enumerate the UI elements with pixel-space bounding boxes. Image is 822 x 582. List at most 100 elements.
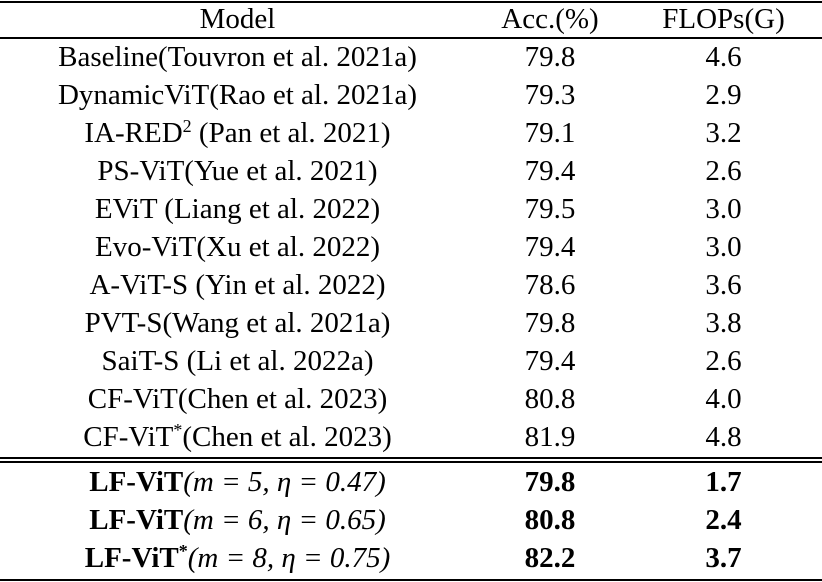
table-cell: 3.2: [625, 114, 822, 152]
model-name: Evo-ViT(Xu et al. 2022): [95, 231, 380, 263]
model-superscript: *: [173, 420, 183, 440]
table-cell: 79.4: [475, 342, 625, 380]
table-cell: Evo-ViT(Xu et al. 2022): [0, 228, 475, 266]
table-cell: SaiT-S (Li et al. 2022a): [0, 342, 475, 380]
accuracy: 79.3: [524, 79, 576, 111]
table-cell: 79.5: [475, 190, 625, 228]
table-cell: 79.8: [475, 38, 625, 76]
accuracy: 81.9: [524, 421, 576, 453]
model-name: Baseline(Touvron et al. 2021a): [58, 41, 417, 73]
model-name: CF-ViT(Chen et al. 2023): [87, 383, 388, 415]
table-cell: 79.4: [475, 152, 625, 190]
model-name: LF-ViT: [89, 504, 184, 536]
model-detail: (Pan et al. 2021): [191, 117, 391, 149]
table-cell: 3.0: [625, 228, 822, 266]
header-text: Model: [199, 3, 276, 35]
table-cell: 4.6: [625, 38, 822, 76]
model-name: EViT (Liang et al. 2022): [94, 193, 381, 225]
table-cell: 79.3: [475, 76, 625, 114]
model-name: IA-RED: [84, 117, 183, 149]
bottom-rule: [0, 579, 822, 581]
table-cell: 3.0: [625, 190, 822, 228]
model-superscript: *: [178, 541, 188, 561]
header-text: FLOPs(G): [662, 3, 785, 35]
mid-rule: [0, 457, 822, 459]
flops: 3.8: [705, 307, 742, 339]
table-cell: LF-ViT(m = 6, η = 0.65): [0, 501, 475, 539]
mid-rule: [0, 461, 822, 463]
model-detail: (m = 6, η = 0.65): [183, 504, 386, 536]
accuracy: 80.8: [524, 504, 576, 536]
table-cell: 81.9: [475, 418, 625, 456]
table-cell: CF-ViT(Chen et al. 2023): [0, 380, 475, 418]
flops: 2.6: [705, 345, 742, 377]
model-name: DynamicViT(Rao et al. 2021a): [57, 79, 418, 111]
table-cell: 3.6: [625, 266, 822, 304]
table-cell: EViT (Liang et al. 2022): [0, 190, 475, 228]
accuracy: 79.8: [524, 41, 576, 73]
flops: 2.9: [705, 79, 742, 111]
table-cell: PVT-S(Wang et al. 2021a): [0, 304, 475, 342]
table-cell: 78.6: [475, 266, 625, 304]
table-cell: 4.0: [625, 380, 822, 418]
model-name: PVT-S(Wang et al. 2021a): [84, 307, 391, 339]
table-cell: IA-RED2 (Pan et al. 2021): [0, 114, 475, 152]
accuracy: 80.8: [524, 383, 576, 415]
model-name: PS-ViT(Yue et al. 2021): [97, 155, 378, 187]
model-name: A-ViT-S (Yin et al. 2022): [89, 269, 386, 301]
table-cell: 2.4: [625, 501, 822, 539]
table-cell: 79.8: [475, 463, 625, 501]
flops: 1.7: [705, 466, 742, 498]
flops: 3.0: [705, 231, 742, 263]
table-cell: 80.8: [475, 380, 625, 418]
accuracy: 79.4: [524, 155, 576, 187]
model-name: LF-ViT: [84, 542, 179, 574]
header-text: Acc.(%): [501, 3, 599, 35]
flops: 3.0: [705, 193, 742, 225]
accuracy: 79.4: [524, 345, 576, 377]
table-cell: 2.6: [625, 342, 822, 380]
table-cell: DynamicViT(Rao et al. 2021a): [0, 76, 475, 114]
table-cell: Model: [0, 0, 475, 38]
table-cell: 2.6: [625, 152, 822, 190]
table-cell: LF-ViT*(m = 8, η = 0.75): [0, 539, 475, 577]
flops: 4.6: [705, 41, 742, 73]
accuracy: 79.5: [524, 193, 576, 225]
table-cell: PS-ViT(Yue et al. 2021): [0, 152, 475, 190]
accuracy: 79.1: [524, 117, 576, 149]
model-name: CF-ViT: [83, 421, 174, 453]
accuracy: 79.8: [524, 466, 576, 498]
model-detail: (Chen et al. 2023): [182, 421, 392, 453]
table-cell: Acc.(%): [475, 0, 625, 38]
table-cell: LF-ViT(m = 5, η = 0.47): [0, 463, 475, 501]
accuracy: 79.4: [524, 231, 576, 263]
table-cell: 79.1: [475, 114, 625, 152]
flops: 2.6: [705, 155, 742, 187]
model-detail: (m = 5, η = 0.47): [183, 466, 386, 498]
accuracy: 78.6: [524, 269, 576, 301]
table-cell: 82.2: [475, 539, 625, 577]
flops: 3.2: [705, 117, 742, 149]
table-cell: A-ViT-S (Yin et al. 2022): [0, 266, 475, 304]
table-cell: 1.7: [625, 463, 822, 501]
table-cell: 4.8: [625, 418, 822, 456]
model-superscript: 2: [182, 116, 192, 136]
accuracy: 79.8: [524, 307, 576, 339]
model-name: SaiT-S (Li et al. 2022a): [101, 345, 374, 377]
table-cell: Baseline(Touvron et al. 2021a): [0, 38, 475, 76]
table-cell: 79.4: [475, 228, 625, 266]
table-cell: 79.8: [475, 304, 625, 342]
model-detail: (m = 8, η = 0.75): [187, 542, 391, 574]
flops: 3.7: [705, 542, 742, 574]
table-cell: 3.7: [625, 539, 822, 577]
accuracy: 82.2: [524, 542, 576, 574]
top-rule: [0, 1, 822, 3]
model-name: LF-ViT: [89, 466, 184, 498]
flops: 3.6: [705, 269, 742, 301]
flops: 2.4: [705, 504, 742, 536]
table-cell: 80.8: [475, 501, 625, 539]
table-cell: FLOPs(G): [625, 0, 822, 38]
table-cell: 3.8: [625, 304, 822, 342]
header-rule: [0, 37, 822, 39]
